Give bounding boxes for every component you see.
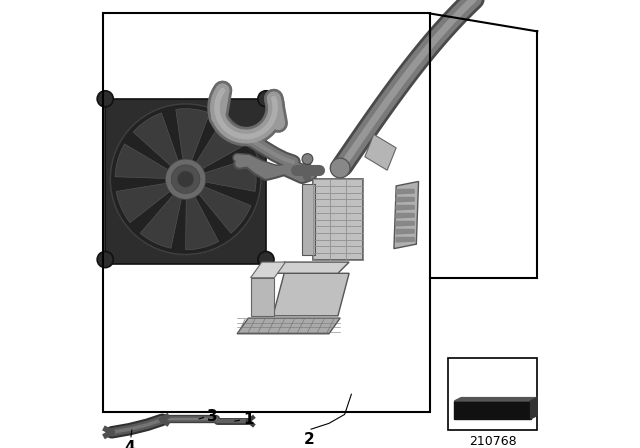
Circle shape bbox=[258, 91, 274, 107]
Circle shape bbox=[302, 154, 313, 164]
Polygon shape bbox=[273, 273, 349, 316]
Text: 3: 3 bbox=[207, 409, 218, 424]
Bar bbox=[448, 358, 538, 430]
Circle shape bbox=[110, 104, 261, 254]
Polygon shape bbox=[237, 318, 340, 334]
Polygon shape bbox=[273, 262, 349, 273]
Polygon shape bbox=[199, 157, 256, 191]
Bar bbox=[302, 184, 315, 255]
Circle shape bbox=[97, 251, 113, 267]
Circle shape bbox=[330, 158, 350, 178]
Circle shape bbox=[258, 251, 274, 267]
Polygon shape bbox=[195, 185, 251, 233]
Circle shape bbox=[172, 165, 200, 194]
Polygon shape bbox=[250, 278, 275, 316]
Circle shape bbox=[177, 171, 194, 187]
Circle shape bbox=[97, 91, 113, 107]
Polygon shape bbox=[250, 262, 285, 278]
Polygon shape bbox=[396, 213, 414, 218]
Polygon shape bbox=[193, 119, 246, 172]
Circle shape bbox=[165, 159, 205, 199]
Text: 1: 1 bbox=[243, 412, 253, 427]
Polygon shape bbox=[531, 398, 538, 419]
Bar bbox=[102, 13, 430, 412]
Polygon shape bbox=[140, 190, 182, 248]
Polygon shape bbox=[454, 398, 538, 401]
Text: 4: 4 bbox=[124, 440, 135, 448]
Text: 210768: 210768 bbox=[468, 435, 516, 448]
Polygon shape bbox=[396, 229, 414, 234]
Polygon shape bbox=[365, 134, 396, 170]
Bar bbox=[314, 179, 362, 260]
Polygon shape bbox=[396, 221, 414, 226]
Bar bbox=[105, 99, 266, 264]
Polygon shape bbox=[394, 181, 419, 249]
Polygon shape bbox=[396, 198, 414, 202]
Polygon shape bbox=[116, 182, 175, 223]
Polygon shape bbox=[186, 192, 219, 250]
Polygon shape bbox=[396, 190, 414, 194]
Polygon shape bbox=[115, 144, 173, 179]
Polygon shape bbox=[176, 109, 210, 166]
Polygon shape bbox=[396, 206, 414, 210]
Polygon shape bbox=[133, 113, 180, 170]
Polygon shape bbox=[396, 237, 414, 242]
Text: 2: 2 bbox=[303, 432, 314, 447]
Polygon shape bbox=[454, 401, 531, 419]
